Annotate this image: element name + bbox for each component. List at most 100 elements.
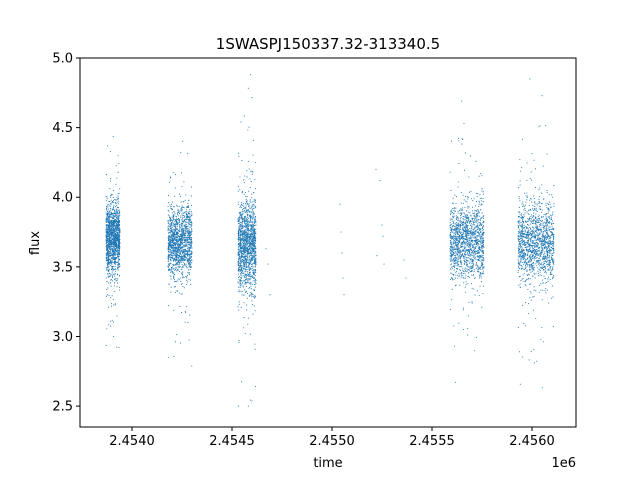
data-point — [113, 201, 115, 203]
data-point — [190, 231, 192, 233]
data-point — [476, 238, 478, 240]
data-point — [183, 241, 185, 244]
data-point — [248, 264, 250, 266]
data-point — [253, 258, 255, 260]
data-point — [246, 274, 248, 276]
data-point — [454, 238, 456, 240]
data-point — [181, 209, 183, 211]
data-point — [116, 257, 118, 260]
data-point — [168, 245, 170, 247]
data-point — [113, 215, 115, 217]
data-point — [242, 208, 244, 210]
data-point — [252, 216, 254, 218]
data-point — [250, 180, 252, 183]
data-point — [116, 279, 118, 281]
data-point — [238, 220, 240, 222]
data-point — [112, 194, 114, 196]
data-point — [106, 241, 108, 243]
data-point — [185, 209, 187, 211]
data-point — [476, 215, 478, 217]
data-point — [237, 244, 239, 246]
data-point — [106, 196, 108, 198]
data-point — [114, 237, 116, 239]
data-point — [106, 215, 108, 217]
data-point — [168, 234, 170, 236]
data-point — [107, 236, 109, 238]
data-point — [242, 256, 244, 258]
data-point — [245, 241, 247, 243]
data-point — [190, 195, 192, 197]
data-point — [188, 237, 190, 239]
data-point — [482, 201, 484, 203]
data-point — [110, 274, 112, 276]
data-point — [455, 284, 457, 286]
data-point — [451, 236, 453, 238]
data-point — [182, 271, 184, 273]
data-point — [253, 289, 255, 291]
data-point — [174, 232, 176, 234]
data-point — [172, 248, 174, 250]
data-point — [168, 256, 171, 258]
data-point — [468, 239, 470, 241]
data-point — [173, 355, 175, 357]
data-point — [181, 258, 183, 261]
data-point — [255, 263, 257, 265]
data-point — [170, 275, 172, 277]
data-point — [190, 253, 192, 255]
data-point — [457, 181, 459, 183]
data-point — [255, 271, 257, 273]
data-point — [241, 210, 243, 212]
data-point — [108, 259, 110, 261]
data-point — [181, 277, 184, 279]
data-point — [191, 228, 193, 231]
data-point — [178, 240, 180, 242]
data-point — [185, 222, 187, 224]
data-point — [239, 212, 241, 214]
data-point — [108, 240, 111, 242]
data-point — [245, 286, 247, 288]
data-point — [116, 225, 118, 227]
data-point — [476, 253, 478, 255]
data-point — [105, 344, 107, 347]
data-point — [117, 252, 119, 254]
data-point — [176, 212, 178, 214]
data-point — [250, 237, 252, 239]
data-point — [188, 230, 190, 232]
data-point — [244, 239, 246, 241]
data-point — [183, 244, 185, 246]
data-point — [240, 264, 242, 266]
data-point — [178, 271, 180, 273]
data-point — [115, 249, 117, 251]
data-point — [106, 244, 108, 246]
data-point — [238, 267, 240, 269]
data-point — [191, 222, 193, 224]
data-point — [111, 277, 114, 279]
data-point — [190, 186, 192, 188]
data-point — [239, 216, 241, 218]
data-point — [238, 245, 241, 247]
data-point — [172, 236, 174, 238]
data-point — [187, 227, 189, 229]
data-point — [244, 222, 246, 224]
data-point — [182, 261, 184, 263]
data-point — [253, 230, 255, 233]
data-point — [453, 254, 455, 256]
data-point — [187, 241, 190, 244]
data-point — [463, 169, 466, 171]
data-point — [243, 256, 246, 258]
data-point — [253, 232, 255, 234]
data-point — [111, 275, 113, 277]
data-point — [242, 260, 244, 262]
data-point — [173, 272, 175, 274]
data-point — [183, 258, 185, 260]
data-point — [245, 209, 247, 211]
data-point — [240, 212, 242, 214]
data-point — [182, 230, 185, 233]
data-point — [243, 280, 245, 282]
data-point — [470, 214, 472, 216]
data-point — [181, 219, 183, 221]
data-point — [468, 247, 470, 249]
data-point — [114, 268, 116, 270]
data-point — [246, 228, 248, 230]
data-point — [244, 261, 246, 263]
